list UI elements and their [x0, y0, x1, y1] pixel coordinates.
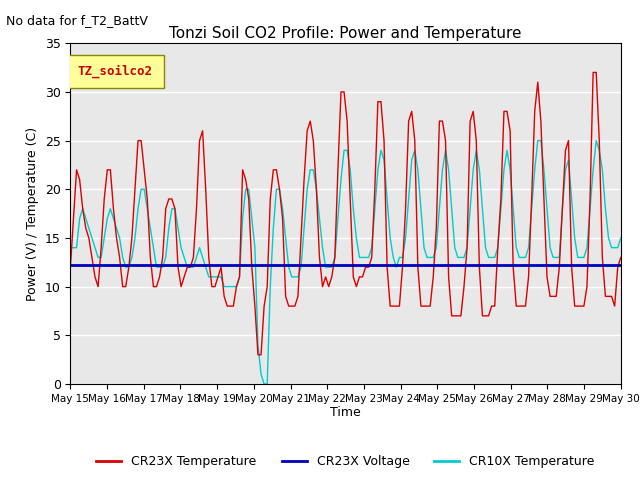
- Title: Tonzi Soil CO2 Profile: Power and Temperature: Tonzi Soil CO2 Profile: Power and Temper…: [170, 25, 522, 41]
- CR10X Temperature: [131, 235, 139, 241]
- Text: TZ_soilco2: TZ_soilco2: [77, 64, 152, 78]
- FancyBboxPatch shape: [68, 55, 164, 87]
- CR10X Temperature: [562, 167, 570, 173]
- Line: CR10X Temperature: CR10X Temperature: [70, 141, 621, 384]
- CR10X Temperature: [67, 245, 74, 251]
- CR23X Temperature: [559, 206, 566, 212]
- CR23X Voltage: [67, 263, 74, 268]
- CR10X Temperature: [180, 254, 188, 260]
- CR23X Temperature: [254, 352, 262, 358]
- CR10X Temperature: [534, 138, 541, 144]
- CR10X Temperature: [617, 235, 625, 241]
- CR10X Temperature: [605, 235, 612, 241]
- Legend: CR23X Temperature, CR23X Voltage, CR10X Temperature: CR23X Temperature, CR23X Voltage, CR10X …: [92, 450, 600, 473]
- CR10X Temperature: [76, 216, 83, 221]
- CR10X Temperature: [279, 206, 287, 212]
- X-axis label: Time: Time: [330, 407, 361, 420]
- CR23X Temperature: [605, 293, 612, 299]
- Text: No data for f_T2_BattV: No data for f_T2_BattV: [6, 14, 148, 27]
- CR23X Temperature: [617, 254, 625, 260]
- CR23X Temperature: [76, 177, 83, 182]
- CR23X Temperature: [589, 70, 597, 75]
- CR23X Temperature: [180, 274, 188, 280]
- Line: CR23X Temperature: CR23X Temperature: [70, 72, 621, 355]
- CR23X Temperature: [67, 264, 74, 270]
- CR23X Voltage: [103, 263, 111, 268]
- CR23X Temperature: [131, 186, 139, 192]
- CR23X Temperature: [279, 216, 287, 221]
- CR10X Temperature: [260, 381, 268, 387]
- Y-axis label: Power (V) / Temperature (C): Power (V) / Temperature (C): [26, 127, 39, 300]
